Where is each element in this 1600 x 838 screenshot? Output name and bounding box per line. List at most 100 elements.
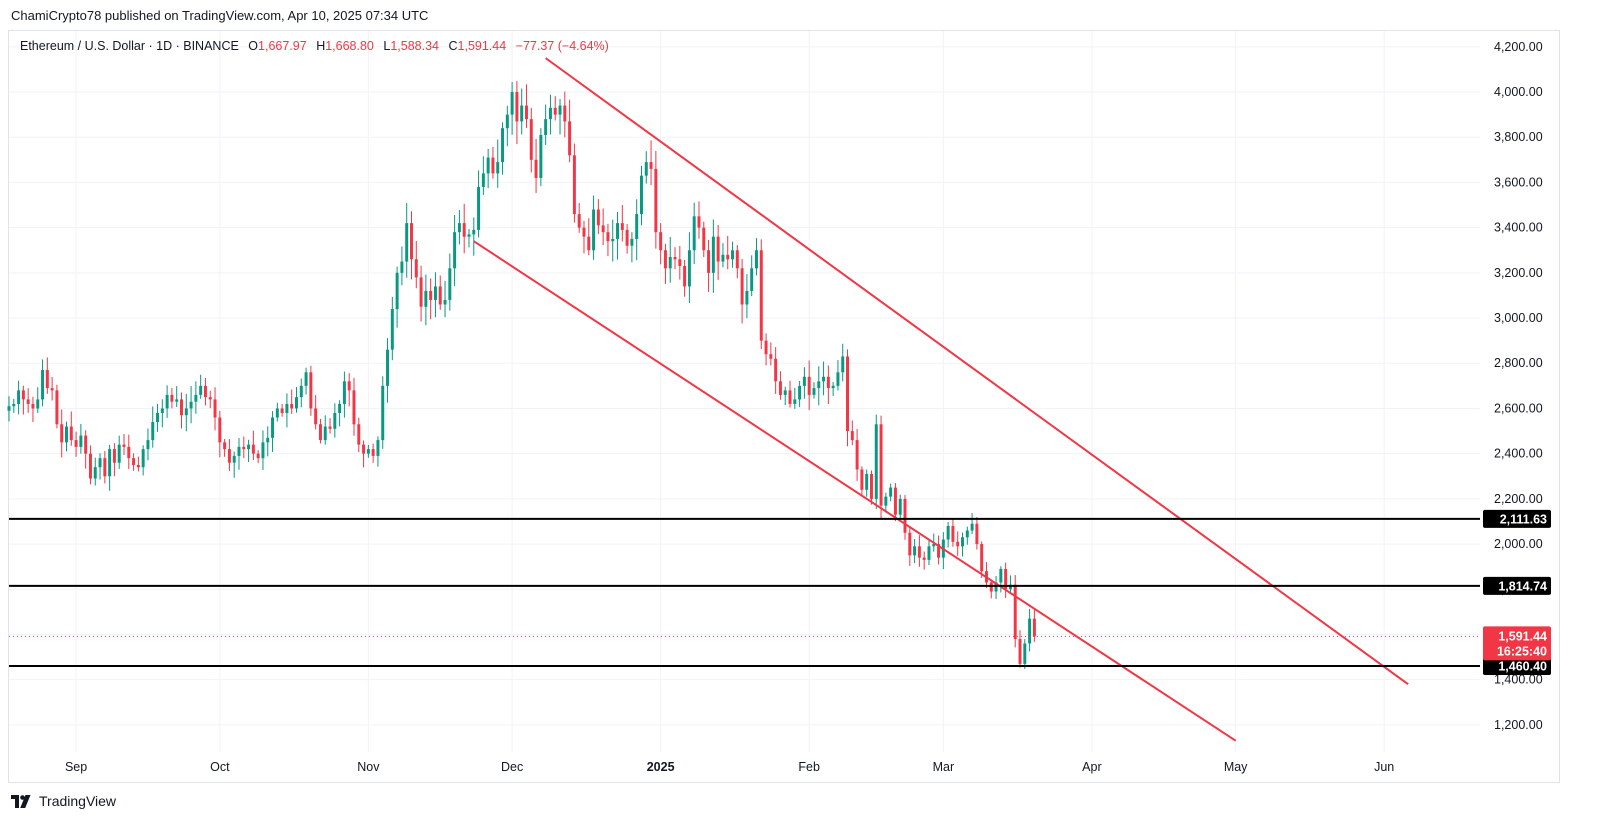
candle-body: [491, 157, 495, 174]
candle-body: [735, 250, 739, 269]
symbol-label: Ethereum / U.S. Dollar · 1D · BINANCE: [20, 39, 239, 53]
candle-body: [750, 268, 754, 291]
candle-body: [630, 238, 634, 246]
candle-body: [390, 309, 394, 350]
candle-body: [759, 250, 763, 341]
candle-body: [807, 376, 811, 395]
candle-body: [721, 254, 725, 262]
candle-body: [165, 394, 169, 409]
tradingview-logo-icon: [11, 794, 31, 808]
candle-body: [424, 290, 428, 307]
candle-body: [778, 381, 782, 395]
candle-body: [635, 214, 639, 239]
candle-body: [414, 259, 418, 278]
close-key: C: [448, 39, 458, 53]
change-value: −77.37 (−4.64%): [515, 39, 609, 53]
candle-body: [917, 546, 921, 558]
candle-body: [520, 105, 524, 122]
y-tick-label: 4,200.00: [1494, 40, 1543, 54]
last-price-text: 1,591.44: [1498, 629, 1547, 643]
candle-body: [7, 406, 11, 411]
y-tick-label: 2,800.00: [1494, 356, 1543, 370]
close-value: 1,591.44: [457, 39, 507, 53]
candle-body: [117, 444, 121, 463]
candle-body: [304, 372, 308, 386]
candle-body: [654, 168, 658, 233]
candle-body: [410, 223, 413, 260]
price-tag-level-text: 2,111.63: [1500, 512, 1547, 526]
candle-body: [893, 487, 897, 515]
candle-body: [453, 232, 457, 269]
candle-body: [41, 370, 45, 400]
y-tick-label: 1,200.00: [1494, 718, 1543, 732]
x-tick-label: Nov: [357, 760, 380, 774]
tradingview-branding[interactable]: TradingView: [11, 793, 116, 809]
candle-body: [961, 537, 965, 547]
candle-body: [366, 449, 370, 454]
candle-body: [913, 546, 917, 556]
candle-body: [616, 223, 620, 239]
candle-body: [874, 424, 878, 499]
candle-body: [726, 254, 730, 260]
candle-body: [347, 381, 351, 391]
x-tick-label: Jun: [1374, 760, 1394, 774]
candle-body: [419, 277, 423, 307]
x-tick-label: 2025: [647, 760, 675, 774]
candle-body: [850, 431, 854, 441]
candle-body: [501, 128, 505, 163]
candle-body: [65, 426, 68, 443]
candle-body: [692, 216, 696, 251]
candle-body: [869, 473, 873, 499]
candle-body: [237, 446, 241, 456]
candle-body: [601, 225, 605, 233]
candle-body: [69, 426, 73, 441]
candle-body: [836, 372, 840, 386]
candle-body: [1018, 638, 1022, 664]
price-tag-level-text: 1,460.40: [1498, 660, 1547, 674]
candle-body: [318, 424, 322, 441]
candle-body: [151, 422, 155, 441]
candle-body: [1008, 584, 1012, 590]
candle-body: [1004, 568, 1008, 590]
candle-body: [462, 223, 466, 237]
candle-body: [218, 417, 222, 443]
candle-body: [271, 417, 275, 438]
candle-body: [822, 376, 826, 382]
y-tick-label: 2,000.00: [1494, 537, 1543, 551]
ohlc-legend: Ethereum / U.S. Dollar · 1D · BINANCE O1…: [20, 39, 609, 53]
price-tag-level-text: 1,814.74: [1498, 579, 1547, 593]
candle-body: [1032, 618, 1036, 637]
countdown-text: 16:25:40: [1497, 644, 1547, 658]
candle-body: [673, 257, 677, 260]
candle-body: [352, 390, 356, 425]
candle-body: [711, 236, 715, 273]
candle-body: [290, 403, 294, 409]
candle-body: [160, 408, 164, 413]
candle-body: [338, 403, 342, 413]
candle-body: [740, 268, 744, 305]
candle-body: [208, 397, 212, 400]
candle-body: [170, 394, 174, 402]
candle-body: [21, 390, 25, 400]
candle-body: [544, 119, 548, 135]
candle-body: [553, 107, 557, 115]
candle-body: [386, 349, 390, 386]
candle-body: [357, 424, 361, 445]
candle-body: [84, 435, 88, 454]
last-price-tag: [1483, 626, 1551, 661]
candle-body: [817, 381, 821, 389]
candle-body: [1023, 643, 1027, 664]
y-tick-label: 3,000.00: [1494, 311, 1543, 325]
candle-body: [98, 458, 102, 468]
candle-body: [831, 385, 835, 389]
candle-body: [606, 232, 610, 242]
candle-body: [639, 175, 643, 215]
candle-body: [548, 107, 552, 120]
candle-body: [994, 582, 998, 592]
candle-body: [855, 440, 859, 470]
candle-body: [1013, 584, 1017, 639]
candle-body: [323, 426, 327, 441]
candle-body: [745, 290, 749, 305]
candle-body: [108, 449, 112, 477]
